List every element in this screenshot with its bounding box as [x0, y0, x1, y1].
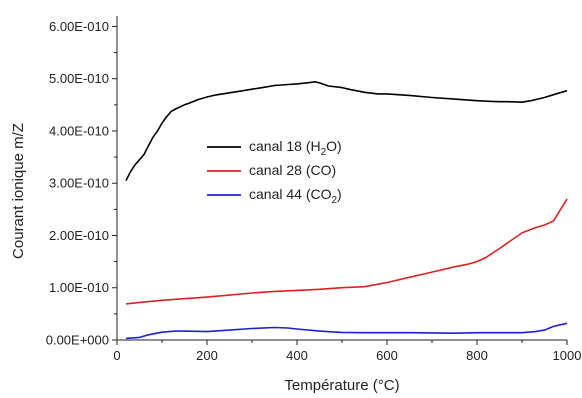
y-tick-label: 6.00E-010: [49, 19, 109, 34]
series-group: [125, 81, 568, 340]
x-tick-label: 600: [376, 348, 398, 363]
x-tick-label: 800: [466, 348, 488, 363]
series-line-1: [125, 81, 568, 181]
legend-label-1: canal 18 (H2O): [249, 138, 342, 158]
plot-area: [116, 16, 567, 341]
legend-label-3: canal 44 (CO2): [249, 186, 342, 206]
y-axis: 0.00E+000 1.00E-010 2.00E-010 3.00E-010 4.00…: [46, 19, 117, 348]
series-line-3: [125, 322, 568, 340]
y-axis-title: Courant ionique m/Z: [10, 123, 27, 259]
y-tick-label: 3.00E-010: [49, 176, 109, 191]
legend: canal 18 (H2O) canal 28 (CO) canal 44 (CO2…: [207, 138, 342, 206]
x-tick-label: 200: [196, 348, 218, 363]
x-tick-label: 0: [113, 348, 120, 363]
x-axis: 0 200 400 600 800 1000: [113, 340, 581, 363]
y-tick-label: 4.00E-010: [49, 123, 109, 138]
y-tick-label: 2.00E-010: [49, 228, 109, 243]
y-tick-label: 5.00E-010: [49, 71, 109, 86]
x-axis-title: Température (°C): [284, 377, 399, 394]
x-tick-label: 400: [286, 348, 308, 363]
legend-label-2: canal 28 (CO): [249, 162, 336, 178]
x-tick-label: 1000: [553, 348, 582, 363]
y-tick-label: 0.00E+000: [46, 333, 109, 348]
series-line-2: [125, 198, 568, 305]
y-tick-label: 1.00E-010: [49, 280, 109, 295]
